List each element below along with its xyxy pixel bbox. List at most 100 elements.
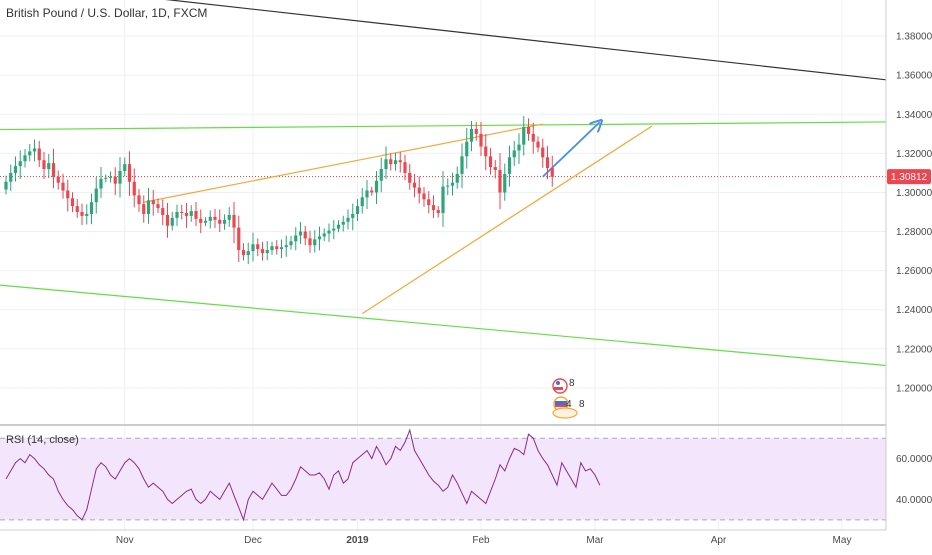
candle-body (203, 220, 208, 223)
candle-body (260, 249, 265, 254)
main-grid (0, 0, 886, 424)
candle-body (28, 151, 32, 156)
candle-body (270, 246, 274, 251)
candle-body (522, 127, 526, 145)
candle-body (237, 227, 241, 251)
price-tick-label: 1.24000 (896, 305, 932, 316)
rsi-tick-label: 60.0000 (896, 454, 932, 465)
candle-body (199, 218, 203, 223)
candle-body (127, 164, 132, 182)
trend-line (165, 0, 886, 81)
candle-body (180, 212, 184, 213)
candle-body (493, 167, 497, 170)
candle-body (474, 128, 478, 134)
candle-body (194, 211, 198, 219)
candle-body (498, 169, 502, 193)
candle-body (137, 195, 141, 205)
candle-body (317, 236, 322, 240)
chart-title: British Pound / U.S. Dollar, 1D, FXCM (6, 6, 207, 20)
flag-badge-icon[interactable]: 8 (552, 378, 575, 394)
time-axis[interactable]: NovDec2019FebMarAprMayJun (116, 535, 932, 546)
candle-body (341, 221, 345, 225)
candle-body (118, 170, 122, 184)
rsi-axis[interactable]: 60.0000 40.0000 (896, 454, 932, 506)
candle-body (455, 173, 459, 183)
candle-body (370, 190, 374, 193)
candle-body (303, 231, 307, 239)
candles-layer (4, 116, 554, 265)
candle-body (75, 206, 79, 212)
candle-body (351, 213, 355, 218)
candle-body (47, 163, 51, 170)
candle-body (23, 155, 27, 162)
candle-body (484, 146, 488, 157)
candle-body (436, 210, 440, 213)
trend-line (143, 123, 543, 203)
candle-body (379, 169, 383, 181)
candle-body (156, 204, 160, 209)
time-tick-label: Dec (244, 535, 262, 546)
candle-body (175, 212, 179, 218)
time-tick-label: 2019 (346, 535, 369, 546)
candle-body (327, 230, 331, 234)
candle-body (446, 185, 450, 187)
candle-body (279, 247, 284, 250)
price-axis[interactable]: 1.38000 1.36000 1.34000 1.32000 1.30000 1.280… (896, 32, 932, 395)
candle-body (507, 157, 512, 174)
price-tick-label: 1.22000 (896, 344, 932, 355)
candle-body (422, 193, 426, 200)
candle-body (51, 163, 56, 177)
marker-count-c: 8 (579, 399, 585, 410)
rsi-tick-label: 40.0000 (896, 495, 932, 506)
price-tick-label: 1.38000 (896, 32, 932, 43)
candle-body (108, 176, 113, 178)
candle-body (61, 182, 65, 191)
candle-body (208, 216, 212, 221)
price-tick-label: 1.30000 (896, 188, 932, 199)
drawings-layer[interactable] (0, 0, 932, 384)
candle-body (526, 127, 531, 134)
candle-body (512, 150, 516, 158)
candle-body (9, 172, 13, 182)
candle-body (146, 200, 151, 214)
candle-body (332, 228, 336, 231)
candle-body (322, 233, 326, 237)
rsi-line (5, 428, 601, 522)
candle-body (313, 239, 317, 246)
price-tick-label: 1.36000 (896, 71, 932, 82)
candle-body (4, 181, 8, 190)
candle-body (66, 190, 70, 199)
candle-body (265, 250, 269, 254)
candle-body (222, 219, 227, 224)
rsi-band-fill (0, 438, 886, 520)
candle-body (346, 217, 350, 222)
candle-body (384, 159, 388, 170)
trend-line (0, 121, 886, 131)
candle-body (85, 213, 89, 216)
candle-body (536, 141, 540, 148)
candle-body (241, 250, 246, 255)
candle-body (161, 208, 165, 215)
candle-body (289, 241, 293, 246)
candle-body (408, 172, 412, 183)
candle-body (275, 246, 279, 250)
candle-body (227, 214, 231, 220)
candle-body (465, 141, 469, 157)
candle-body (294, 235, 298, 242)
candle-body (503, 173, 507, 193)
flag-badge-icon[interactable]: 4 8 (552, 396, 585, 419)
candle-body (151, 200, 155, 205)
candle-body (355, 206, 360, 214)
candle-body (70, 198, 75, 207)
last-price-badge: 1.30812 (887, 169, 931, 185)
candle-body (80, 212, 84, 216)
candle-body (42, 160, 46, 170)
candle-body (170, 217, 174, 226)
candle-body (284, 245, 288, 248)
marker-count-a: 8 (569, 378, 575, 389)
event-markers[interactable]: 8 4 8 (552, 378, 585, 419)
candle-body (389, 159, 393, 165)
candle-body (132, 181, 136, 196)
